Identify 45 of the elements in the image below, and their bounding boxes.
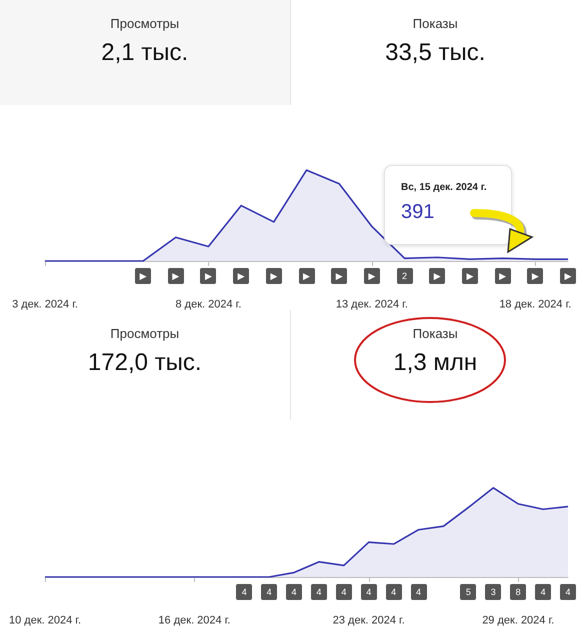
video-badge: 3: [485, 584, 502, 600]
video-badge: 4: [535, 584, 552, 600]
video-badge: 4: [410, 584, 427, 600]
x-tick-label: 23 дек. 2024 г.: [332, 614, 405, 626]
text: 33,5 тыс.: [384, 39, 486, 67]
video-badge: ▶: [298, 268, 314, 284]
video-badge: 8: [510, 584, 526, 600]
x-tick-label: 8 дек. 2024 г.: [175, 298, 242, 310]
x-tick-label: 3 дек. 2024 г.: [12, 298, 78, 310]
video-badge: 4: [261, 584, 278, 600]
text: Показы: [412, 16, 459, 31]
video-badge: ▶: [168, 268, 184, 284]
video-badge: 4: [386, 584, 402, 600]
x-tick-label: 18 дек. 2024 г.: [499, 298, 572, 310]
video-badge: ▶: [200, 268, 216, 284]
video-badge: ▶: [266, 268, 282, 284]
video-badge: 4: [336, 584, 352, 600]
text: Показы: [412, 326, 459, 341]
video-badge: ▶: [462, 268, 478, 284]
video-badge: ▶: [527, 268, 544, 284]
annotation: 391: [401, 201, 436, 224]
x-tick-label: 13 дек. 2024 г.: [336, 298, 408, 310]
text: 1,3 млн: [392, 349, 478, 377]
text: Просмотры: [109, 326, 180, 341]
video-badge: 4: [310, 584, 327, 600]
x-tick-label: 16 дек. 2024 г.: [158, 614, 230, 626]
text: 2,1 тыс.: [100, 39, 190, 67]
video-badge: ▶: [331, 268, 348, 284]
video-badge: 2: [396, 268, 413, 284]
video-badge: ▶: [560, 268, 576, 284]
video-badge: ▶: [494, 268, 511, 284]
x-tick-label: 10 дек. 2024 г.: [8, 614, 82, 626]
video-badge: ▶: [364, 268, 380, 284]
video-badge: 4: [236, 584, 252, 600]
video-badge: ▶: [135, 268, 152, 284]
video-badge: 4: [286, 584, 302, 600]
video-badge: 4: [560, 584, 576, 600]
video-badge: 4: [360, 584, 377, 600]
text: Просмотры: [109, 16, 180, 31]
video-badge: ▶: [233, 268, 250, 284]
text: 172,0 тыс.: [86, 349, 203, 377]
video-badge: 5: [460, 584, 476, 600]
annotation: Вс, 15 дек. 2024 г.: [401, 182, 488, 193]
x-tick-label: 29 дек. 2024 г.: [482, 614, 554, 626]
video-badge: ▶: [429, 268, 446, 284]
